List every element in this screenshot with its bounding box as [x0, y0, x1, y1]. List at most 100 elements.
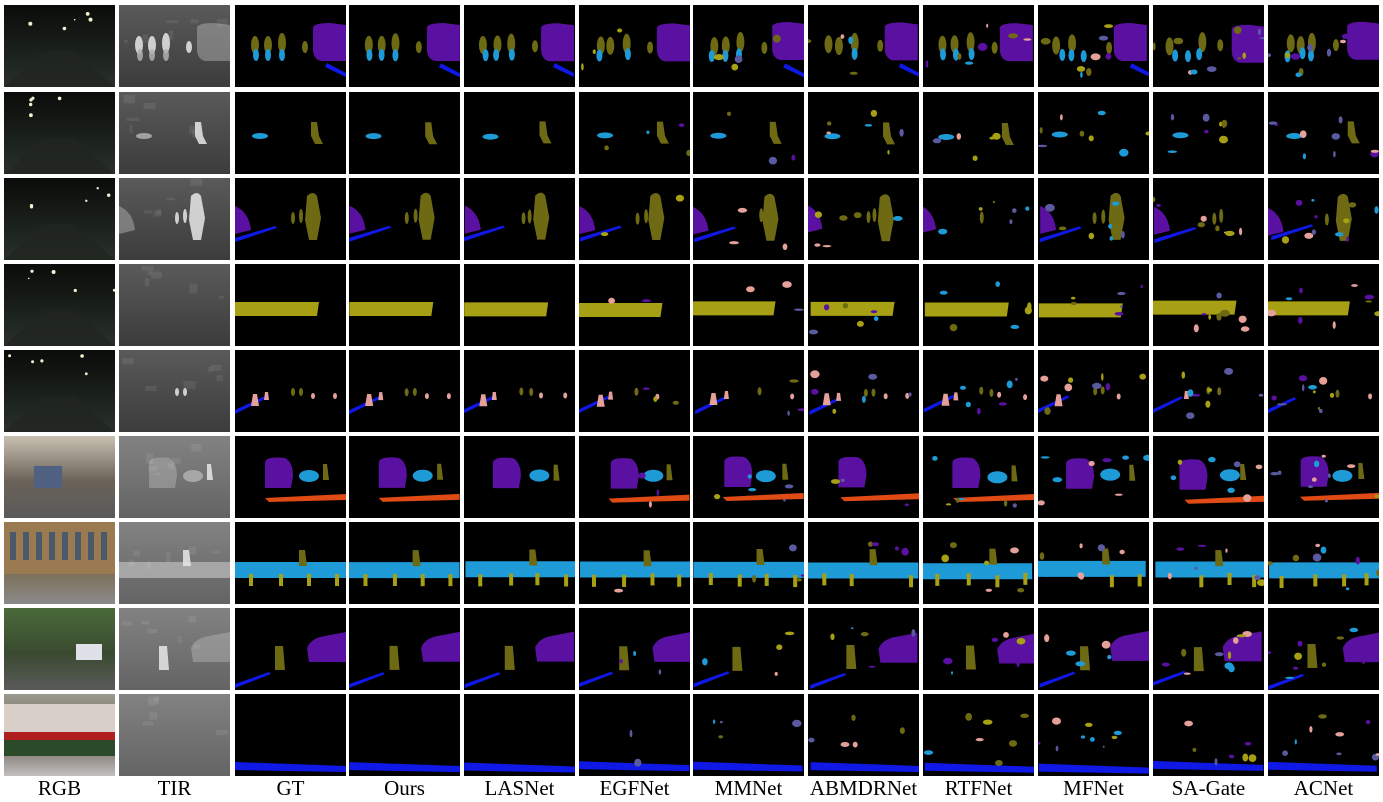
segment-noise [868, 373, 878, 380]
segment-car [808, 205, 823, 233]
segment-noise [814, 211, 822, 218]
segment-noise [1114, 493, 1123, 496]
segment-noise [1282, 750, 1288, 756]
segment-noise [1008, 740, 1018, 747]
segment-person [437, 463, 444, 480]
image-cell-gt [235, 436, 346, 518]
segment-color-cone [491, 392, 497, 401]
image-cell-acnet [1268, 5, 1379, 87]
segment-color-cone [1054, 394, 1063, 407]
segment-person [521, 212, 526, 225]
segment-noise [1268, 651, 1272, 655]
segment-noise [783, 498, 786, 502]
image-cell-rgb [4, 436, 115, 518]
segment-person [762, 193, 779, 241]
segment-bike [252, 133, 268, 139]
segment-curve [552, 62, 574, 77]
segment-color-cone [378, 392, 384, 401]
segment-noise [1101, 640, 1111, 649]
segment-noise [849, 71, 858, 75]
segment-curve [898, 63, 919, 77]
image-cell-acnet [1268, 178, 1379, 260]
segment-person [519, 387, 524, 396]
segment-person [1215, 550, 1224, 567]
segment-noise [731, 63, 739, 71]
segment-noise [1285, 297, 1293, 301]
segment-person [732, 646, 743, 671]
segmentation-map [464, 264, 575, 346]
segment-noise [1318, 714, 1327, 719]
segment-noise [1017, 588, 1025, 593]
segmentation-map [923, 92, 1034, 174]
segment-car-stop [1038, 303, 1123, 318]
segment-car-stop [1227, 572, 1232, 585]
segment-car-stop [279, 574, 283, 586]
segment-noise [658, 669, 662, 675]
segment-car [838, 456, 867, 488]
segment-bike [851, 47, 858, 60]
segment-noise [984, 560, 990, 566]
segment-noise [868, 665, 876, 668]
segment-car-stop [1342, 574, 1347, 587]
segment-car [1222, 631, 1262, 662]
segment-person [606, 36, 615, 55]
segment-person [529, 388, 534, 397]
thermal-image [119, 178, 230, 260]
segment-car-stop [995, 575, 1000, 588]
segment-noise [748, 488, 757, 492]
segment-noise [870, 109, 878, 117]
segment-noise [792, 719, 802, 727]
rgb-photo [4, 350, 115, 432]
segment-noise [1170, 114, 1175, 121]
image-cell-rtfnet [923, 522, 1034, 604]
image-cell-gt [235, 608, 346, 690]
segment-curve [349, 762, 460, 773]
segment-noise [1307, 485, 1314, 489]
segment-car [349, 205, 366, 234]
segment-car [378, 457, 407, 488]
segmentation-map [235, 264, 346, 346]
segment-noise [1374, 206, 1379, 214]
segment-person [1193, 647, 1204, 672]
segment-car [464, 205, 481, 234]
segment-curve [1039, 671, 1076, 688]
segment-color-cone [596, 394, 605, 407]
segment-noise [1012, 208, 1017, 213]
segment-car [1066, 458, 1095, 489]
image-cell-abmdrnet [808, 694, 919, 776]
segment-noise [894, 546, 899, 551]
image-cell-lasnet [464, 608, 575, 690]
image-cell-lasnet [464, 436, 575, 518]
segment-noise [1239, 227, 1243, 236]
segment-person [666, 464, 673, 481]
segment-car-stop [591, 574, 596, 587]
segment-person [647, 41, 654, 54]
segment-bump [608, 494, 690, 503]
segment-noise [951, 671, 953, 675]
segment-curve [464, 225, 506, 242]
segment-car-stop [966, 573, 971, 586]
segmentation-map [1153, 608, 1264, 690]
segment-noise [789, 379, 799, 383]
segment-noise [899, 128, 904, 137]
segment-noise [718, 735, 723, 739]
segment-person [364, 35, 373, 54]
segment-noise [797, 408, 804, 411]
segment-bike [299, 470, 319, 482]
image-cell-tir [119, 522, 230, 604]
image-cell-tir [119, 264, 230, 346]
image-cell-ours [349, 608, 460, 690]
rgb-photo [4, 5, 115, 87]
segment-bike [508, 48, 515, 61]
segment-car-stop [1137, 574, 1142, 587]
segment-noise [972, 155, 978, 161]
segment-noise [1332, 321, 1336, 329]
segment-car [1110, 630, 1149, 661]
segment-person [648, 193, 665, 241]
segment-car-stop [1313, 574, 1318, 587]
image-cell-egfnet [579, 694, 690, 776]
segment-noise [776, 644, 783, 650]
segment-car [652, 632, 690, 662]
segment-noise [1101, 373, 1104, 381]
image-cell-gt [235, 92, 346, 174]
